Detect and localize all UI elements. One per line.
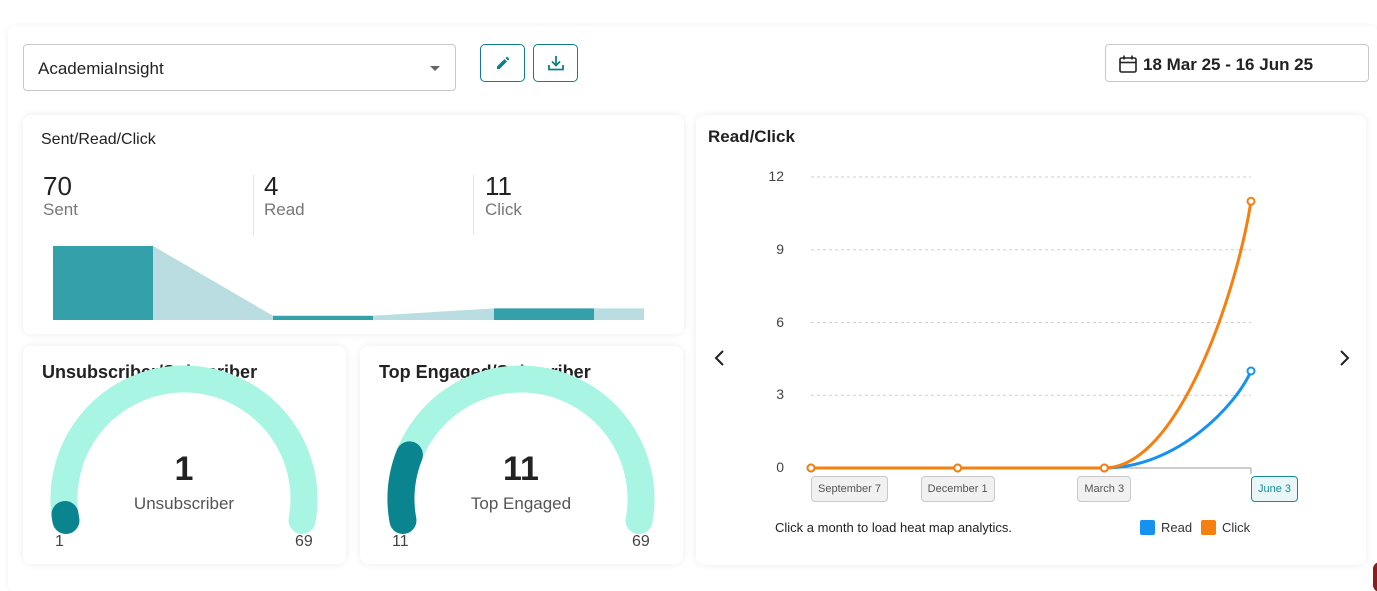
x-tick-button[interactable]: March 3 [1077,476,1132,502]
data-point-click [806,463,816,473]
legend-click-label[interactable]: Click [1222,520,1251,535]
funnel-bar-click [494,308,594,320]
edit-button[interactable] [480,44,525,82]
y-tick-label: 6 [776,313,784,330]
data-point-click [1099,463,1109,473]
calendar-icon [1119,55,1137,73]
funnel-connector [594,308,644,320]
gauge-max-label: 69 [632,533,650,550]
series-line-click [811,201,1253,470]
y-tick-label: 9 [776,240,784,257]
funnel-bar-sent [53,246,153,320]
divider [253,175,254,235]
y-tick-label: 0 [776,459,784,475]
gauge-max-label: 69 [295,533,313,550]
unsubscriber-card: Unsubscriber/Subscriber 1 Unsubscriber 1… [23,346,346,564]
legend-click-swatch[interactable] [1201,520,1216,535]
x-tick-button[interactable]: September 7 [811,476,888,502]
pencil-icon [496,56,509,69]
gauge-label: Top Engaged [470,494,572,513]
chevron-right-icon[interactable] [1334,348,1354,368]
series-line-read [811,370,1253,470]
read-click-card: Read/Click 0 3 6 9 12 September 7 December 1 M… [696,115,1366,565]
top-engaged-card: Top Engaged/Subscriber 11 Top Engaged 11… [360,346,683,564]
heatmap-hint: Click a month to load heat map analytics… [775,520,1013,535]
gauge-min-label: 11 [392,533,409,550]
gauge-fill [51,500,80,534]
gauge-value: 11 [503,450,539,488]
click-label: Click [485,200,522,219]
legend-read-swatch[interactable] [1140,520,1155,535]
download-button[interactable] [533,44,578,82]
gauge-label: Unsubscriber [133,494,235,513]
chevron-left-icon[interactable] [710,348,730,368]
y-tick-label: 3 [776,386,784,403]
card-title: Read/Click [708,127,795,146]
unsubscriber-gauge [50,365,318,534]
read-value: 4 [264,171,279,201]
sent-read-click-card: Sent/Read/Click 70 Sent 4 Read 11 Click [23,115,684,334]
legend-read-label[interactable]: Read [1161,520,1193,535]
read-label: Read [264,200,305,219]
list-select[interactable]: AcademiaInsight [23,44,456,91]
help-widget[interactable] [1373,562,1377,591]
click-value: 11 [485,171,512,201]
gauge-value: 1 [174,450,194,488]
funnel-connector [373,308,494,320]
x-tick-button[interactable]: December 1 [920,476,995,502]
gauge-track [50,365,318,534]
data-point-read [1246,366,1256,376]
funnel-bar-read [273,315,373,320]
date-range-text: 18 Mar 25 - 16 Jun 25 [1143,55,1314,74]
data-point-click [953,463,963,473]
list-select-value: AcademiaInsight [38,59,164,78]
x-tick-button[interactable]: June 3 [1251,476,1299,502]
read-click-line-chart [806,176,1256,474]
card-title: Sent/Read/Click [41,131,156,148]
y-tick-label: 12 [768,168,784,184]
date-range-picker[interactable]: 18 Mar 25 - 16 Jun 25 [1105,44,1369,82]
divider [473,175,474,235]
funnel-chart [53,246,644,320]
top-engaged-gauge [387,365,655,534]
gauge-fill [387,441,423,534]
sent-label: Sent [43,200,78,219]
download-icon [547,56,564,71]
sent-value: 70 [43,171,72,201]
funnel-connector [153,246,273,320]
gauge-min-label: 1 [55,533,64,550]
chevron-down-icon [430,66,440,71]
data-point-click [1246,196,1256,206]
